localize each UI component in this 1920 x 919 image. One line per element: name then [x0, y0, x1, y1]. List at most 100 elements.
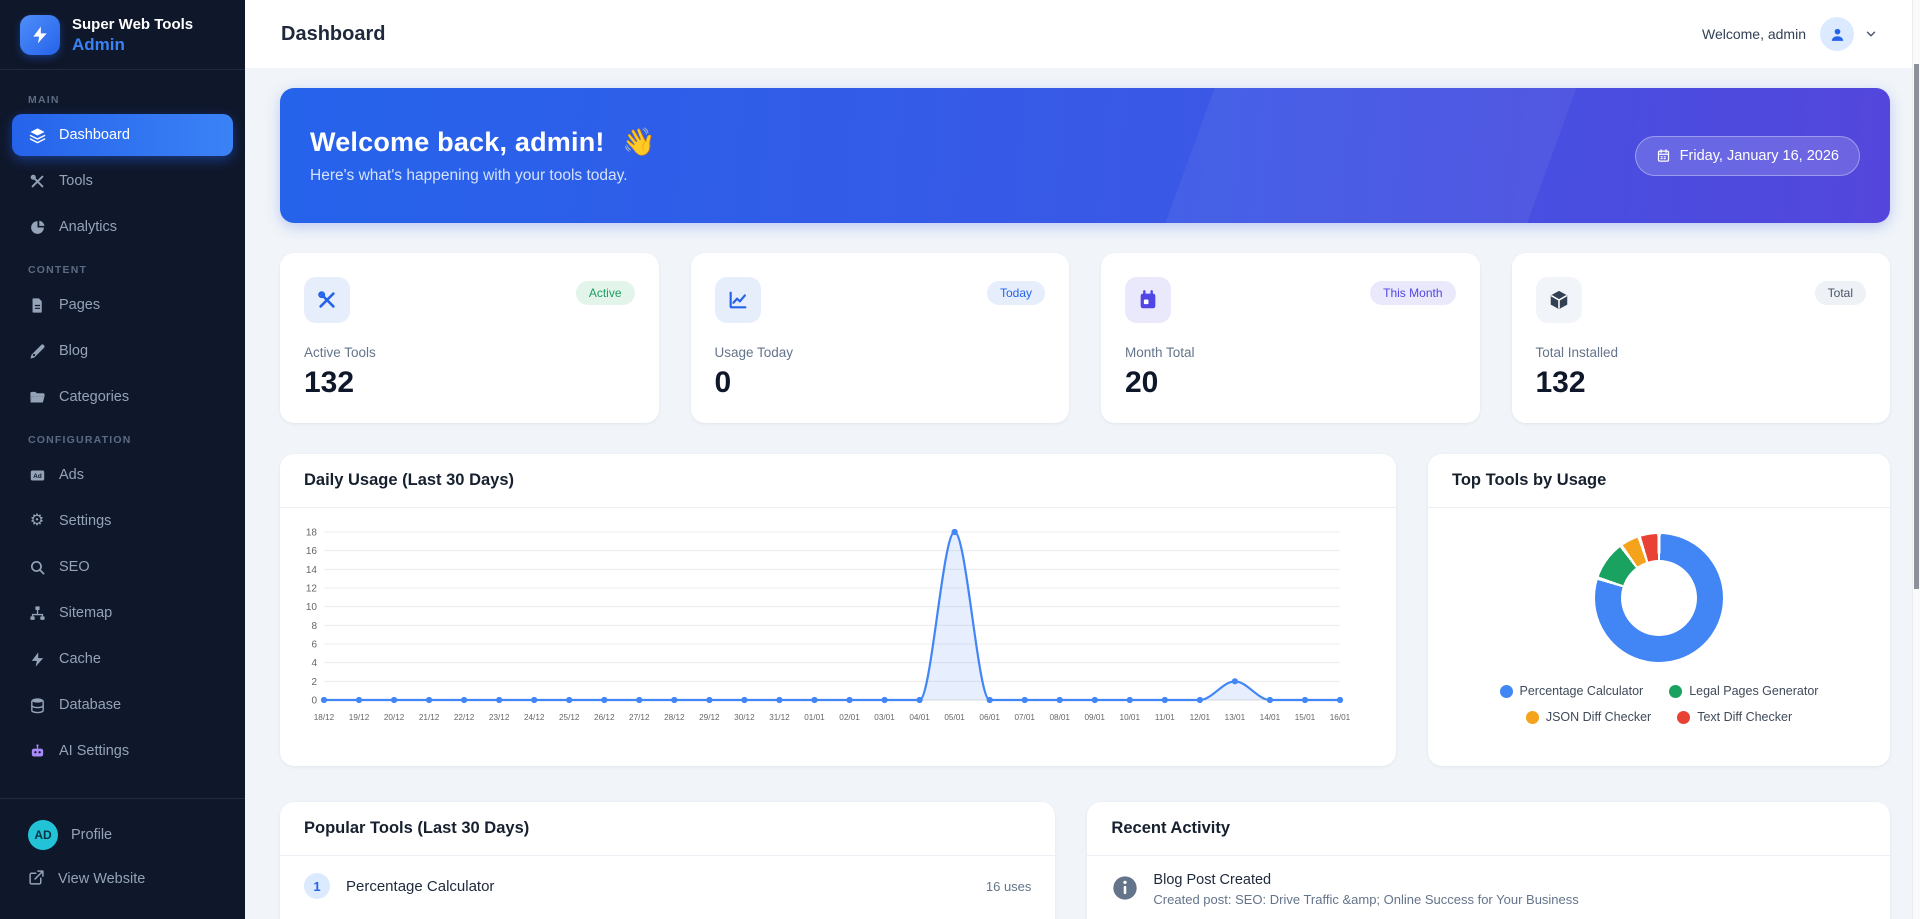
sidebar-item-analytics[interactable]: Analytics	[0, 206, 245, 248]
tools-icon	[28, 172, 46, 190]
brand: Super Web Tools Admin	[0, 0, 245, 70]
svg-text:27/12: 27/12	[629, 713, 650, 722]
section-content: CONTENT	[28, 264, 88, 276]
svg-text:12: 12	[306, 584, 318, 595]
sidebar-item-blog[interactable]: Blog	[0, 330, 245, 372]
banner-subtitle: Here's what's happening with your tools …	[310, 167, 628, 184]
legend-dot	[1499, 684, 1513, 698]
svg-text:14/01: 14/01	[1260, 713, 1281, 722]
svg-text:20/12: 20/12	[384, 713, 405, 722]
robot-icon	[28, 742, 46, 760]
svg-text:8: 8	[311, 621, 317, 632]
stat-card-total-installed: Total Total Installed 132	[1511, 253, 1890, 423]
chevron-down-icon[interactable]	[1864, 27, 1878, 41]
legend-item: JSON Diff Checker	[1525, 710, 1651, 724]
svg-text:6: 6	[311, 640, 317, 651]
stat-label: Total Installed	[1535, 345, 1619, 360]
welcome-banner: Welcome back, admin! 👋 Here's what's hap…	[280, 88, 1890, 223]
svg-text:13/01: 13/01	[1225, 713, 1246, 722]
sidebar-item-categories[interactable]: Categories	[0, 376, 245, 418]
sitemap-icon	[28, 604, 46, 622]
svg-text:4: 4	[311, 658, 317, 669]
layers-icon	[28, 126, 46, 144]
daily-usage-title: Daily Usage (Last 30 Days)	[304, 471, 515, 489]
profile-avatar: AD	[28, 820, 58, 850]
svg-text:12/01: 12/01	[1190, 713, 1211, 722]
stat-label: Active Tools	[304, 345, 376, 360]
svg-text:15/01: 15/01	[1295, 713, 1316, 722]
chart-line-icon	[714, 277, 761, 323]
svg-text:11/01: 11/01	[1155, 713, 1175, 722]
calendar-icon	[1125, 277, 1171, 323]
brand-sub: Admin	[72, 35, 125, 55]
sidebar-item-tools[interactable]: Tools	[0, 160, 245, 202]
wave-emoji: 👋	[622, 127, 657, 157]
svg-text:09/01: 09/01	[1085, 713, 1106, 722]
svg-text:24/12: 24/12	[524, 713, 545, 722]
status-badge: Total	[1814, 281, 1866, 305]
svg-text:30/12: 30/12	[734, 713, 755, 722]
bolt-icon	[28, 650, 46, 668]
stat-card-month-total: This Month Month Total 20	[1101, 253, 1480, 423]
database-icon	[28, 696, 46, 714]
donut-hole	[1621, 560, 1697, 636]
sidebar-item-sitemap[interactable]: Sitemap	[0, 592, 245, 634]
sidebar-item-label: Profile	[71, 827, 113, 843]
popular-tools-title: Popular Tools (Last 30 Days)	[304, 819, 530, 837]
activity-description: Created post: SEO: Drive Traffic &amp; O…	[1153, 892, 1579, 907]
sidebar-item-dashboard[interactable]: Dashboard	[12, 114, 233, 156]
logo-bolt-icon	[20, 15, 60, 55]
sidebar-item-label: Sitemap	[59, 605, 113, 621]
search-icon	[28, 558, 46, 576]
popular-tools-card: Popular Tools (Last 30 Days) 1 Percentag…	[280, 802, 1056, 919]
sidebar-item-ai-settings[interactable]: AI Settings	[0, 730, 245, 772]
svg-text:0: 0	[311, 696, 317, 707]
sidebar-nav: MAIN Dashboard Tools Analytics CONTENT P…	[0, 70, 245, 798]
stat-label: Usage Today	[714, 345, 794, 360]
recent-activity-title: Recent Activity	[1111, 819, 1231, 837]
user-avatar[interactable]	[1820, 17, 1854, 51]
svg-text:16: 16	[306, 546, 318, 557]
sidebar-item-ads[interactable]: Ad Ads	[0, 454, 245, 496]
svg-text:18/12: 18/12	[314, 713, 335, 722]
main-area: Dashboard Welcome, admin Welcome back, a…	[245, 0, 1920, 919]
legend-item: Text Diff Checker	[1677, 710, 1792, 724]
sidebar-item-database[interactable]: Database	[0, 684, 245, 726]
tools-icon	[304, 277, 350, 323]
tool-name: Percentage Calculator	[346, 877, 495, 895]
legend-dot	[1669, 684, 1683, 698]
page-title: Dashboard	[281, 22, 386, 45]
svg-text:16/01: 16/01	[1330, 713, 1351, 722]
sidebar-item-view-website[interactable]: View Website	[0, 857, 245, 901]
calendar-icon	[1657, 149, 1669, 162]
brand-name: Super Web Tools	[72, 16, 194, 34]
sidebar-item-cache[interactable]: Cache	[0, 638, 245, 680]
sidebar-item-label: Tools	[59, 173, 93, 189]
daily-usage-card: Daily Usage (Last 30 Days) 0 2 4 6 8 10 12 14 16…	[280, 454, 1396, 766]
sidebar-item-label: View Website	[58, 871, 146, 887]
sidebar-item-settings[interactable]: ⚙ Settings	[0, 500, 245, 542]
pie-chart-icon	[28, 218, 46, 236]
dashboard-content: Welcome back, admin! 👋 Here's what's hap…	[245, 68, 1920, 919]
svg-text:06/01: 06/01	[979, 713, 1000, 722]
sidebar-item-pages[interactable]: Pages	[0, 284, 245, 326]
sidebar-item-label: Ads	[59, 467, 84, 483]
sidebar: Super Web Tools Admin MAIN Dashboard Too…	[0, 0, 245, 919]
status-badge: This Month	[1370, 281, 1456, 305]
external-link-icon	[28, 869, 45, 890]
charts-row: Daily Usage (Last 30 Days) 0 2 4 6 8 10 12 14 16…	[280, 454, 1890, 766]
svg-text:14: 14	[306, 565, 318, 576]
svg-text:10/01: 10/01	[1120, 713, 1141, 722]
scrollbar-thumb[interactable]	[1914, 64, 1919, 589]
stat-card-usage-today: Today Usage Today 0	[690, 253, 1069, 423]
recent-activity-card: Recent Activity Blog Post Created Create…	[1087, 802, 1890, 919]
sidebar-item-profile[interactable]: AD Profile	[0, 813, 245, 857]
bottom-row: Popular Tools (Last 30 Days) 1 Percentag…	[280, 802, 1890, 919]
stat-value: 20	[1125, 366, 1159, 399]
svg-text:21/12: 21/12	[419, 713, 440, 722]
sidebar-item-label: Settings	[59, 513, 112, 529]
date-pill[interactable]: Friday, January 16, 2026	[1634, 135, 1860, 176]
sidebar-item-seo[interactable]: SEO	[0, 546, 245, 588]
stat-value: 132	[304, 366, 355, 399]
stat-value: 132	[1535, 366, 1586, 399]
